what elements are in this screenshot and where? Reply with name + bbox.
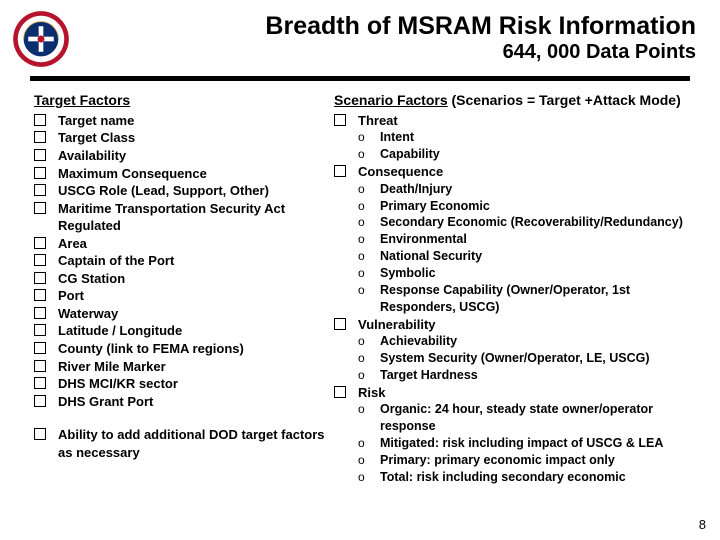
list-item: Mitigated: risk including impact of USCG… <box>358 435 706 452</box>
list-item: Response Capability (Owner/Operator, 1st… <box>358 282 706 316</box>
list-item: Primary Economic <box>358 198 706 215</box>
slide-subtitle: 644, 000 Data Points <box>78 41 696 64</box>
slide-number: 8 <box>699 517 706 532</box>
list-item: Availability <box>34 147 334 165</box>
list-item: Intent <box>358 129 706 146</box>
list-item: Target Class <box>34 129 334 147</box>
list-item: Target name <box>34 112 334 130</box>
target-factors-heading: Target Factors <box>34 91 334 110</box>
list-item: Captain of the Port <box>34 252 334 270</box>
horizontal-rule <box>30 76 690 81</box>
list-item: River Mile Marker <box>34 358 334 376</box>
list-item: Primary: primary economic impact only <box>358 452 706 469</box>
list-item: Secondary Economic (Recoverability/Redun… <box>358 214 706 231</box>
target-factors-list: Target name Target Class Availability Ma… <box>34 112 334 410</box>
vulnerability-sublist: Achievability System Security (Owner/Ope… <box>334 333 706 384</box>
list-item: Achievability <box>358 333 706 350</box>
consequence-item: Consequence <box>334 163 706 181</box>
threat-item: Threat <box>334 112 706 130</box>
list-item: Capability <box>358 146 706 163</box>
list-item: Waterway <box>34 305 334 323</box>
risk-item: Risk <box>334 384 706 402</box>
list-item: Port <box>34 287 334 305</box>
list-item: USCG Role (Lead, Support, Other) <box>34 182 334 200</box>
list-item: Maritime Transportation Security Act Reg… <box>34 200 334 235</box>
risk-sublist: Organic: 24 hour, steady state owner/ope… <box>334 401 706 485</box>
list-item: Latitude / Longitude <box>34 322 334 340</box>
scenario-factors-heading: Scenario Factors (Scenarios = Target +At… <box>334 91 706 110</box>
consequence-sublist: Death/Injury Primary Economic Secondary … <box>334 181 706 316</box>
list-item: Environmental <box>358 231 706 248</box>
target-extra-item: Ability to add additional DOD target fac… <box>34 426 334 461</box>
list-item: Total: risk including secondary economic <box>358 469 706 486</box>
list-item: National Security <box>358 248 706 265</box>
list-item: Death/Injury <box>358 181 706 198</box>
list-item: Area <box>34 235 334 253</box>
list-item: CG Station <box>34 270 334 288</box>
list-item: System Security (Owner/Operator, LE, USC… <box>358 350 706 367</box>
list-item: Target Hardness <box>358 367 706 384</box>
list-item: Maximum Consequence <box>34 165 334 183</box>
list-item: DHS MCI/KR sector <box>34 375 334 393</box>
list-item: Symbolic <box>358 265 706 282</box>
vulnerability-item: Vulnerability <box>334 316 706 334</box>
list-item: County (link to FEMA regions) <box>34 340 334 358</box>
list-item: Organic: 24 hour, steady state owner/ope… <box>358 401 706 435</box>
list-item: DHS Grant Port <box>34 393 334 411</box>
uscg-seal-icon <box>12 10 70 68</box>
threat-sublist: Intent Capability <box>334 129 706 163</box>
slide-title: Breadth of MSRAM Risk Information <box>78 12 696 41</box>
